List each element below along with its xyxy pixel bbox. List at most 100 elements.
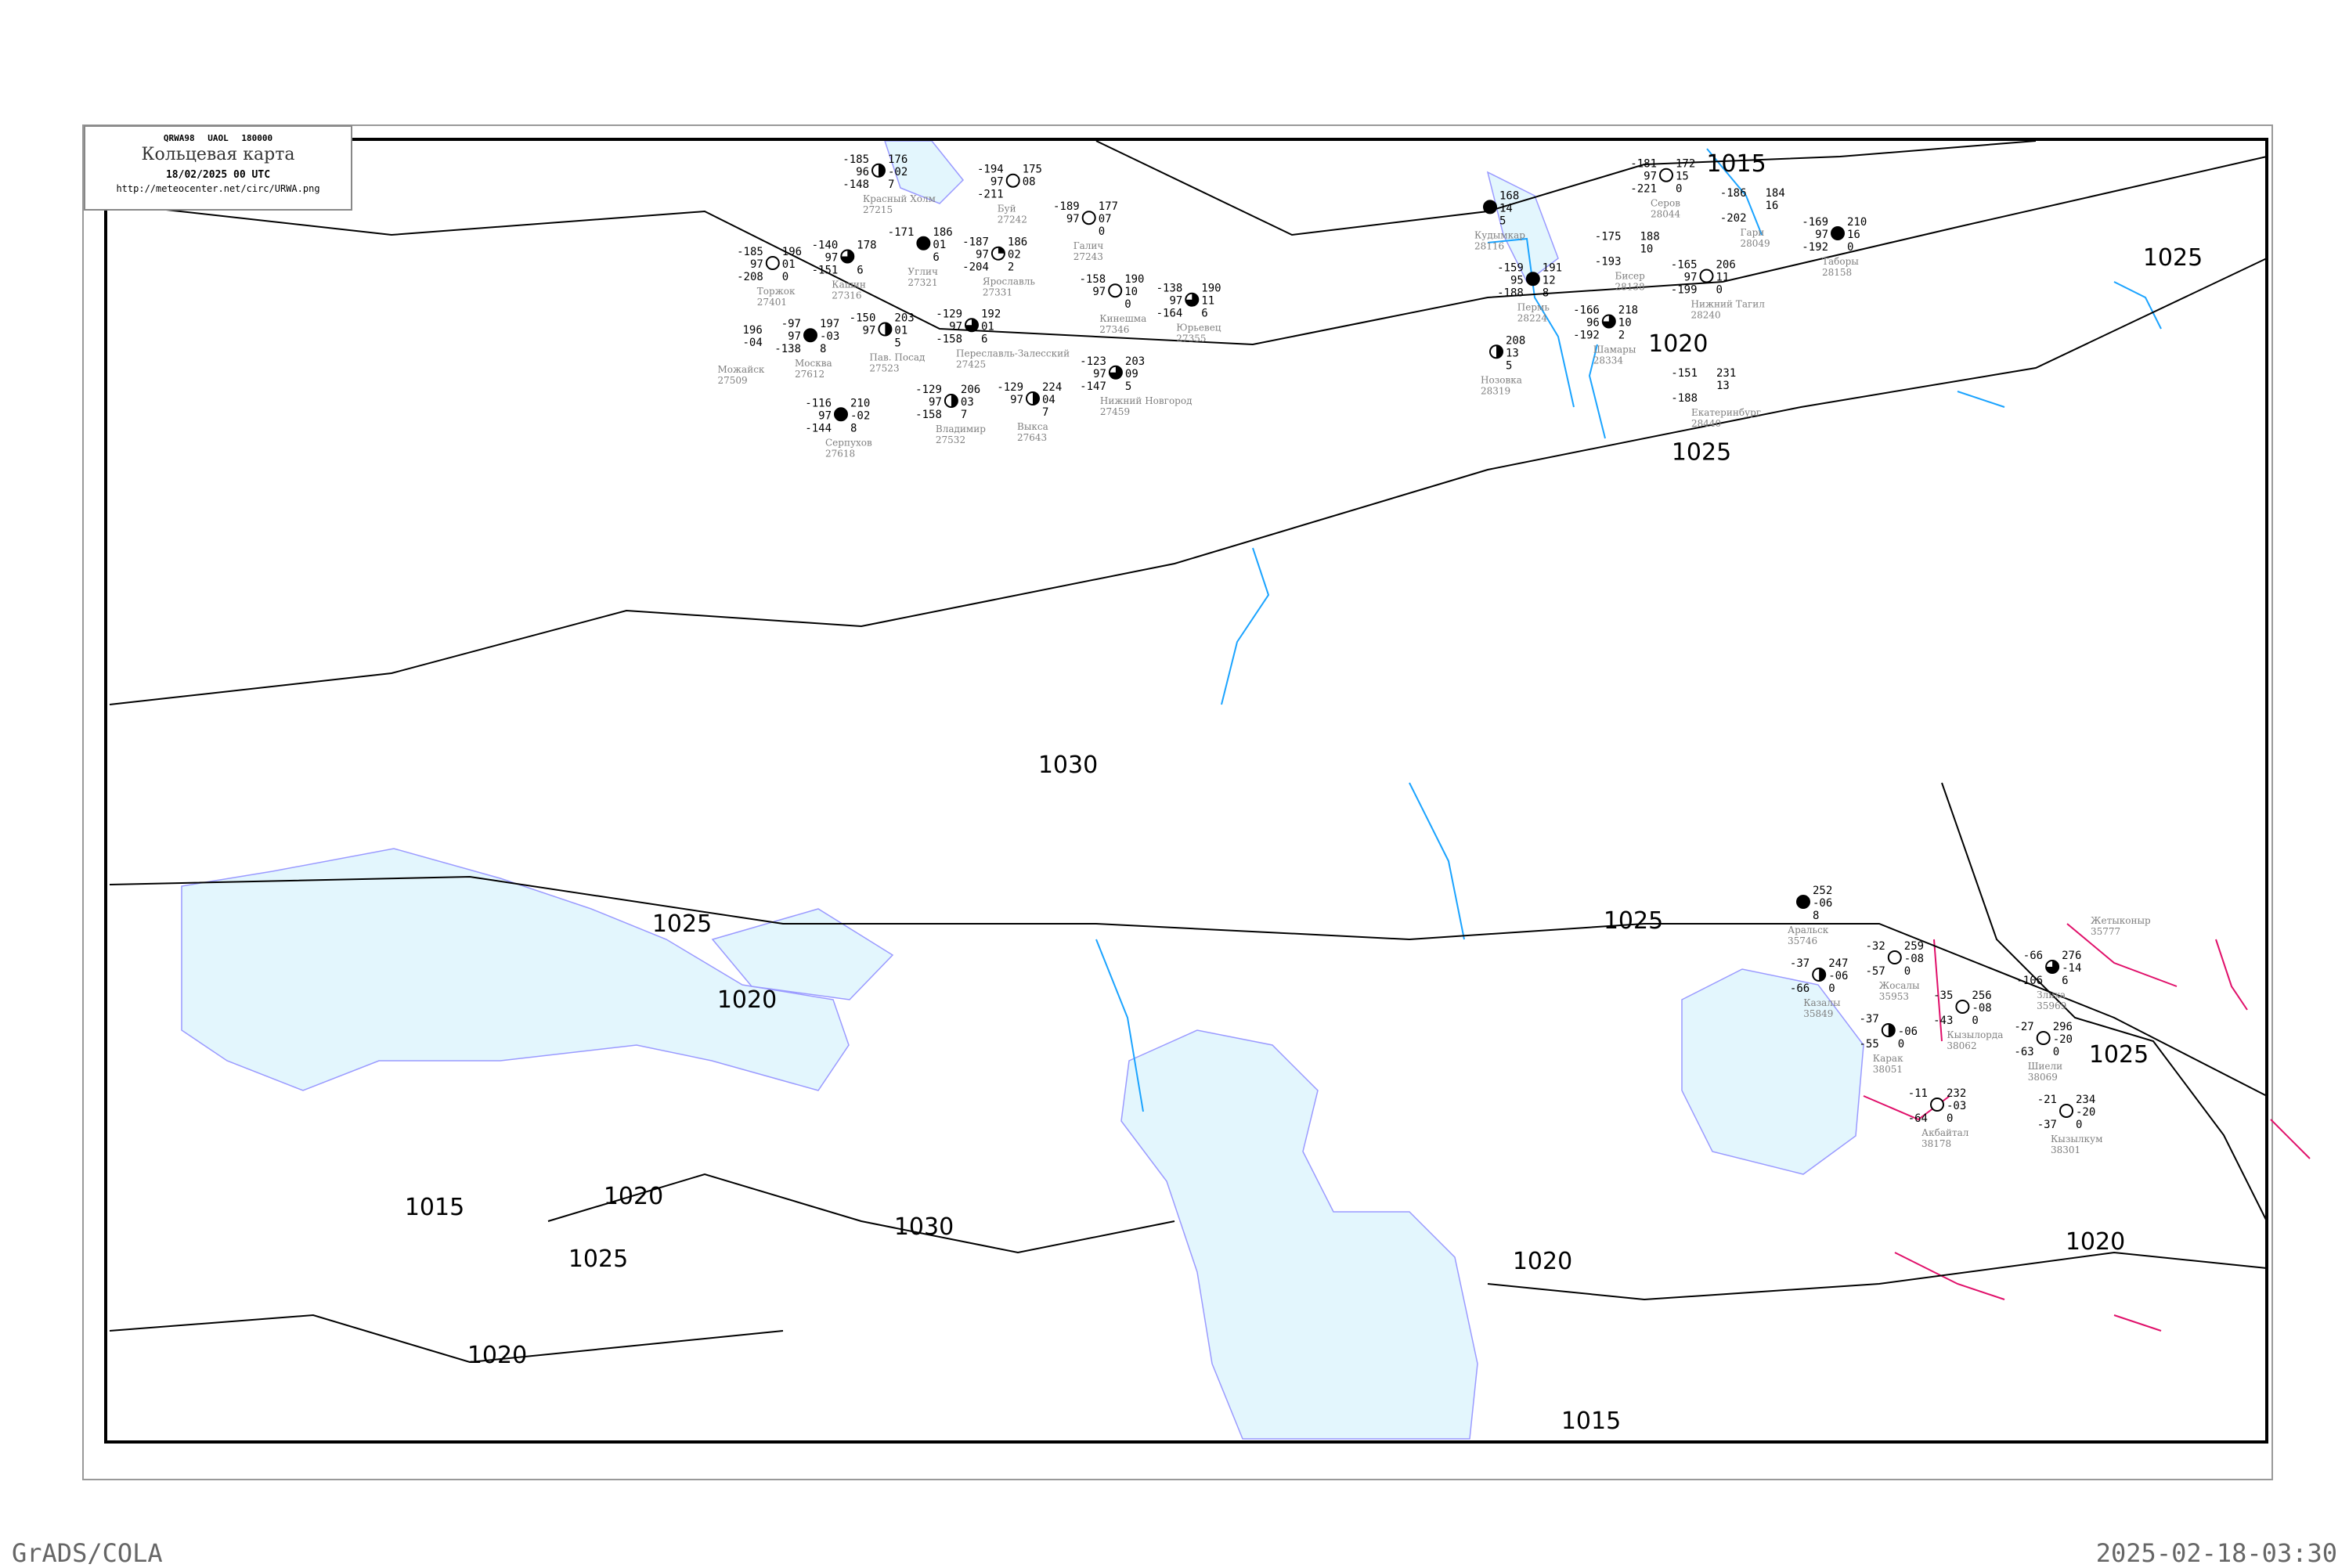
station-dewpoint: -64: [1908, 1112, 1928, 1125]
station-index: 27331: [983, 287, 1012, 298]
station-index: 27215: [863, 204, 893, 215]
station-name: Кызылкум: [2051, 1134, 2102, 1144]
isobar-label: 1020: [2066, 1228, 2125, 1256]
bulletin-code: QRWA98 UAOL 180000: [163, 133, 273, 143]
station-temperature: -151: [1671, 367, 1698, 380]
source-url[interactable]: http://meteocenter.net/circ/URWA.png: [116, 183, 320, 194]
station-dewpoint: -193: [1595, 256, 1622, 269]
station-index: 27523: [869, 363, 899, 374]
isobar-line: [1487, 1251, 2268, 1301]
station-visibility: 97: [1010, 394, 1023, 406]
station-pressure-tendency: 13: [1716, 380, 1730, 392]
cloud-cover-icon: [1108, 283, 1123, 298]
station-index: 38062: [1947, 1040, 1976, 1051]
cloud-half-icon: [879, 164, 885, 177]
front-line: [1933, 939, 1943, 1042]
cloud-cover-icon: [1081, 211, 1096, 225]
station-pressure-tendency: 16: [1847, 229, 1860, 241]
station-precipitation: 6: [1201, 308, 1207, 320]
station-precipitation: 0: [2076, 1119, 2082, 1131]
station-pressure-tendency: -20: [2053, 1033, 2073, 1046]
cloud-cover-icon: [834, 407, 848, 422]
station-pressure: 296: [2053, 1021, 2073, 1033]
station-pressure-tendency: -20: [2076, 1106, 2095, 1119]
river: [1487, 237, 1575, 408]
station-pressure: 206: [961, 384, 980, 396]
isobar-label-group: 1025: [652, 910, 712, 938]
isobar-label-group: 1025: [2143, 244, 2203, 272]
station-index: 27643: [1017, 432, 1047, 443]
cloud-half-icon: [1819, 968, 1826, 981]
station-pressure: 256: [1972, 989, 1991, 1002]
footer-software: GrADS/COLA: [12, 1538, 163, 1568]
station-index: 28049: [1741, 238, 1770, 249]
station-precipitation: 5: [1499, 214, 1506, 227]
station-pressure: 186: [1008, 236, 1027, 249]
isobar-label: 1020: [1513, 1248, 1572, 1275]
front-line: [2215, 939, 2248, 1011]
station-temperature: -187: [962, 236, 989, 249]
station-temperature: -171: [888, 226, 915, 239]
cloud-cover-icon: [2036, 1031, 2051, 1045]
station-index: 38301: [2051, 1144, 2080, 1155]
station-pressure-tendency: 08: [1023, 176, 1036, 189]
river: [1957, 391, 2005, 408]
front-line: [2113, 1314, 2162, 1332]
station-temperature: -169: [1802, 216, 1828, 229]
station-name: Углич: [907, 266, 938, 277]
station-dewpoint: -55: [1860, 1038, 1879, 1051]
isobar-label-group: 1015: [1706, 150, 1766, 178]
station-pressure-tendency: 10: [1618, 317, 1632, 330]
station-dewpoint: -151: [812, 265, 839, 277]
isobars: [109, 140, 2268, 1364]
isobar-label-group: 1020: [2066, 1228, 2125, 1256]
station-dewpoint: -211: [977, 189, 1004, 201]
cloud-cover-icon: [1796, 895, 1810, 909]
station-index: 28224: [1517, 312, 1548, 323]
river: [1095, 939, 1144, 1112]
station-name: Торжок: [757, 286, 796, 297]
station-pressure-tendency: 04: [1042, 394, 1055, 406]
station-temperature: -129: [915, 384, 942, 396]
station-visibility: 97: [949, 320, 962, 333]
station-name: Аральск: [1788, 925, 1829, 935]
